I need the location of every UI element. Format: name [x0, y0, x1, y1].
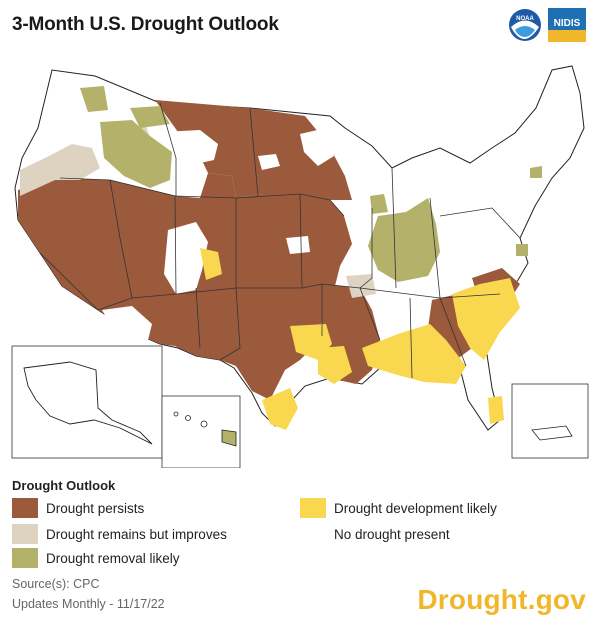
region-development-colorado	[200, 248, 222, 280]
source-text: Source(s): CPC	[12, 577, 100, 591]
legend-item-persists: Drought persists	[12, 498, 144, 518]
hole-kansas	[286, 236, 310, 254]
region-development-texas	[262, 388, 298, 430]
page-title: 3-Month U.S. Drought Outlook	[12, 14, 279, 35]
hole-colorado	[164, 222, 208, 294]
legend-swatch-development	[300, 498, 326, 518]
hole-az	[102, 306, 152, 340]
nidis-logo-text: NIDIS	[554, 18, 581, 29]
puerto-rico-inset	[511, 383, 589, 459]
legend-item-improves: Drought remains but improves	[12, 524, 227, 544]
state-borders	[39, 102, 521, 379]
updated-text: Updates Monthly - 11/17/22	[12, 597, 165, 611]
drought-outlook-map	[11, 65, 589, 468]
region-development-carolinas	[452, 278, 520, 360]
drought-gov-link[interactable]: Drought.gov	[417, 584, 586, 615]
hole-mn	[300, 128, 334, 166]
noaa-logo: NOAA	[509, 9, 541, 41]
legend-swatch-removal	[12, 548, 38, 568]
region-improves-oregon	[20, 144, 100, 196]
legend-swatch-persists	[12, 498, 38, 518]
noaa-logo-text: NOAA	[516, 16, 534, 22]
region-removal-ne	[530, 166, 542, 178]
region-development-florida	[488, 396, 504, 424]
region-development-gulf	[318, 346, 352, 384]
region-improves-midsouth	[346, 274, 376, 298]
region-removal-va	[516, 244, 528, 256]
region-removal-washington	[80, 86, 108, 112]
legend-label-none: No drought present	[334, 526, 450, 542]
legend-title: Drought Outlook	[12, 478, 116, 493]
region-removal-iowa	[370, 194, 388, 214]
legend-label-development: Drought development likely	[334, 500, 497, 516]
region-removal-ohio-valley	[368, 198, 440, 282]
legend-label-improves: Drought remains but improves	[46, 526, 227, 542]
legend-label-persists: Drought persists	[46, 500, 145, 516]
hawaii-inset	[161, 395, 241, 468]
legend-item-none: No drought present	[300, 524, 450, 544]
legend-swatch-improves	[12, 524, 38, 544]
region-development-southeast	[362, 324, 466, 384]
region-removal-idaho	[100, 120, 172, 188]
legend-item-removal: Drought removal likely	[12, 548, 180, 568]
legend-label-removal: Drought removal likely	[46, 550, 180, 566]
hole-dakotas	[258, 154, 280, 170]
region-removal-montana	[130, 106, 170, 128]
logo-group: NOAA NIDIS	[508, 8, 586, 42]
legend-item-development: Drought development likely	[300, 498, 497, 518]
nidis-logo: NIDIS	[548, 8, 586, 42]
legend-swatch-none	[300, 524, 326, 544]
alaska-inset	[11, 345, 163, 459]
